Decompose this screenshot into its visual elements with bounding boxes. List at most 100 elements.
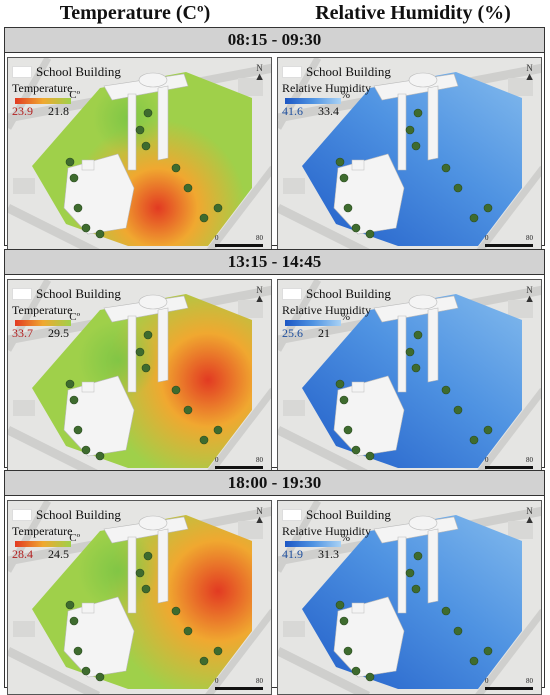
- building-legend-label: School Building: [36, 506, 121, 522]
- legend-min-value: 33.7: [12, 326, 33, 340]
- humidity-legend-title: Relative Humidity: [282, 303, 371, 317]
- north-arrow-icon: N ▲: [254, 506, 265, 526]
- legend-unit: Cº: [69, 532, 80, 544]
- north-arrow-icon: N ▲: [524, 63, 535, 83]
- legend-unit: %: [340, 532, 350, 544]
- legend-max-value: 21.8: [48, 104, 69, 118]
- color-scale: % 41.6 33.4: [282, 89, 350, 118]
- legend-max-value: 31.3: [318, 547, 339, 561]
- time-range-header: 18:00 - 19:30: [5, 471, 544, 496]
- time-section: 13:15 - 14:45 School Building: [4, 249, 545, 474]
- humidity-map-panel: School Building Relative Humidity % 41.6…: [277, 57, 542, 252]
- humidity-legend-title: Relative Humidity: [282, 81, 371, 95]
- scale-line: [485, 466, 533, 469]
- color-scale-bar: [15, 541, 71, 547]
- north-arrow-icon: N ▲: [524, 506, 535, 526]
- north-label: N: [256, 63, 263, 73]
- legend-min-value: 28.4: [12, 547, 33, 561]
- humidity-map-panel: School Building Relative Humidity % 41.9…: [277, 500, 542, 695]
- humidity-map: [278, 501, 541, 694]
- color-scale: Cº 28.4 24.5: [12, 532, 80, 561]
- color-scale-bar: [285, 98, 341, 104]
- building-swatch: [12, 65, 32, 78]
- temperature-legend-title: Temperature: [12, 303, 73, 317]
- legend-unit: Cº: [69, 311, 80, 323]
- color-scale: Cº 33.7 29.5: [12, 311, 80, 340]
- humidity-map: [278, 58, 541, 251]
- temperature-legend-title: Temperature: [12, 524, 73, 538]
- time-range-header: 13:15 - 14:45: [5, 250, 544, 275]
- scale-start: 0: [215, 677, 219, 685]
- legend-min-value: 23.9: [12, 104, 33, 118]
- scale-line: [215, 466, 263, 469]
- temperature-map-panel: School Building Temperature Cº 23.9 21.8…: [7, 57, 272, 252]
- scale-end: 80: [526, 456, 533, 464]
- legend-unit: %: [340, 311, 350, 323]
- color-scale-bar: [15, 98, 71, 104]
- scale-end: 80: [256, 456, 263, 464]
- legend-max-value: 21: [318, 326, 330, 340]
- legend-unit: Cº: [69, 89, 80, 101]
- legend-unit: %: [340, 89, 350, 101]
- north-arrow-icon: N ▲: [254, 63, 265, 83]
- legend-min-value: 41.9: [282, 547, 303, 561]
- scale-start: 0: [215, 234, 219, 242]
- scale-line: [485, 244, 533, 247]
- north-label: N: [526, 63, 533, 73]
- north-label: N: [526, 285, 533, 295]
- building-legend-row: School Building: [282, 506, 391, 523]
- building-swatch: [12, 287, 32, 300]
- map-legend: School Building Temperature Cº 33.7 29.5: [12, 285, 121, 340]
- scale-start: 0: [485, 234, 489, 242]
- color-scale: Cº 23.9 21.8: [12, 89, 80, 118]
- scale-start: 0: [485, 677, 489, 685]
- building-legend-label: School Building: [306, 63, 391, 79]
- time-section: 18:00 - 19:30 School Building: [4, 470, 545, 695]
- building-swatch: [12, 508, 32, 521]
- building-legend-label: School Building: [306, 506, 391, 522]
- scale-end: 80: [526, 234, 533, 242]
- building-legend-row: School Building: [282, 285, 391, 302]
- temperature-column-title: Temperature (Cº): [59, 2, 211, 24]
- north-label: N: [256, 285, 263, 295]
- color-scale: % 25.6 21: [282, 311, 350, 340]
- temperature-map-panel: School Building Temperature Cº 33.7 29.5…: [7, 279, 272, 474]
- building-legend-label: School Building: [36, 285, 121, 301]
- temperature-map: [8, 58, 271, 251]
- time-range-header: 08:15 - 09:30: [5, 28, 544, 53]
- scale-line: [215, 687, 263, 690]
- map-legend: School Building Relative Humidity % 41.9…: [282, 506, 391, 561]
- building-legend-row: School Building: [282, 63, 391, 80]
- color-scale-bar: [285, 320, 341, 326]
- building-legend-row: School Building: [12, 285, 121, 302]
- map-legend: School Building Relative Humidity % 41.6…: [282, 63, 391, 118]
- temperature-map-panel: School Building Temperature Cº 28.4 24.5…: [7, 500, 272, 695]
- north-arrow-icon: N ▲: [524, 285, 535, 305]
- scale-start: 0: [215, 456, 219, 464]
- scale-end: 80: [256, 234, 263, 242]
- color-scale-bar: [285, 541, 341, 547]
- building-legend-row: School Building: [12, 63, 121, 80]
- building-swatch: [282, 287, 302, 300]
- scale-end: 80: [256, 677, 263, 685]
- legend-max-value: 33.4: [318, 104, 339, 118]
- north-label: N: [256, 506, 263, 516]
- scale-line: [485, 687, 533, 690]
- humidity-map: [278, 280, 541, 473]
- color-scale-bar: [15, 320, 71, 326]
- north-arrow-icon: N ▲: [254, 285, 265, 305]
- legend-min-value: 41.6: [282, 104, 303, 118]
- building-legend-label: School Building: [306, 285, 391, 301]
- map-legend: School Building Temperature Cº 23.9 21.8: [12, 63, 121, 118]
- scale-end: 80: [526, 677, 533, 685]
- humidity-column-title: Relative Humidity (%): [315, 2, 511, 24]
- scale-start: 0: [485, 456, 489, 464]
- map-legend: School Building Temperature Cº 28.4 24.5: [12, 506, 121, 561]
- humidity-legend-title: Relative Humidity: [282, 524, 371, 538]
- legend-max-value: 24.5: [48, 547, 69, 561]
- time-section: 08:15 - 09:30 School Building: [4, 27, 545, 252]
- building-swatch: [282, 65, 302, 78]
- temperature-legend-title: Temperature: [12, 81, 73, 95]
- building-swatch: [282, 508, 302, 521]
- legend-max-value: 29.5: [48, 326, 69, 340]
